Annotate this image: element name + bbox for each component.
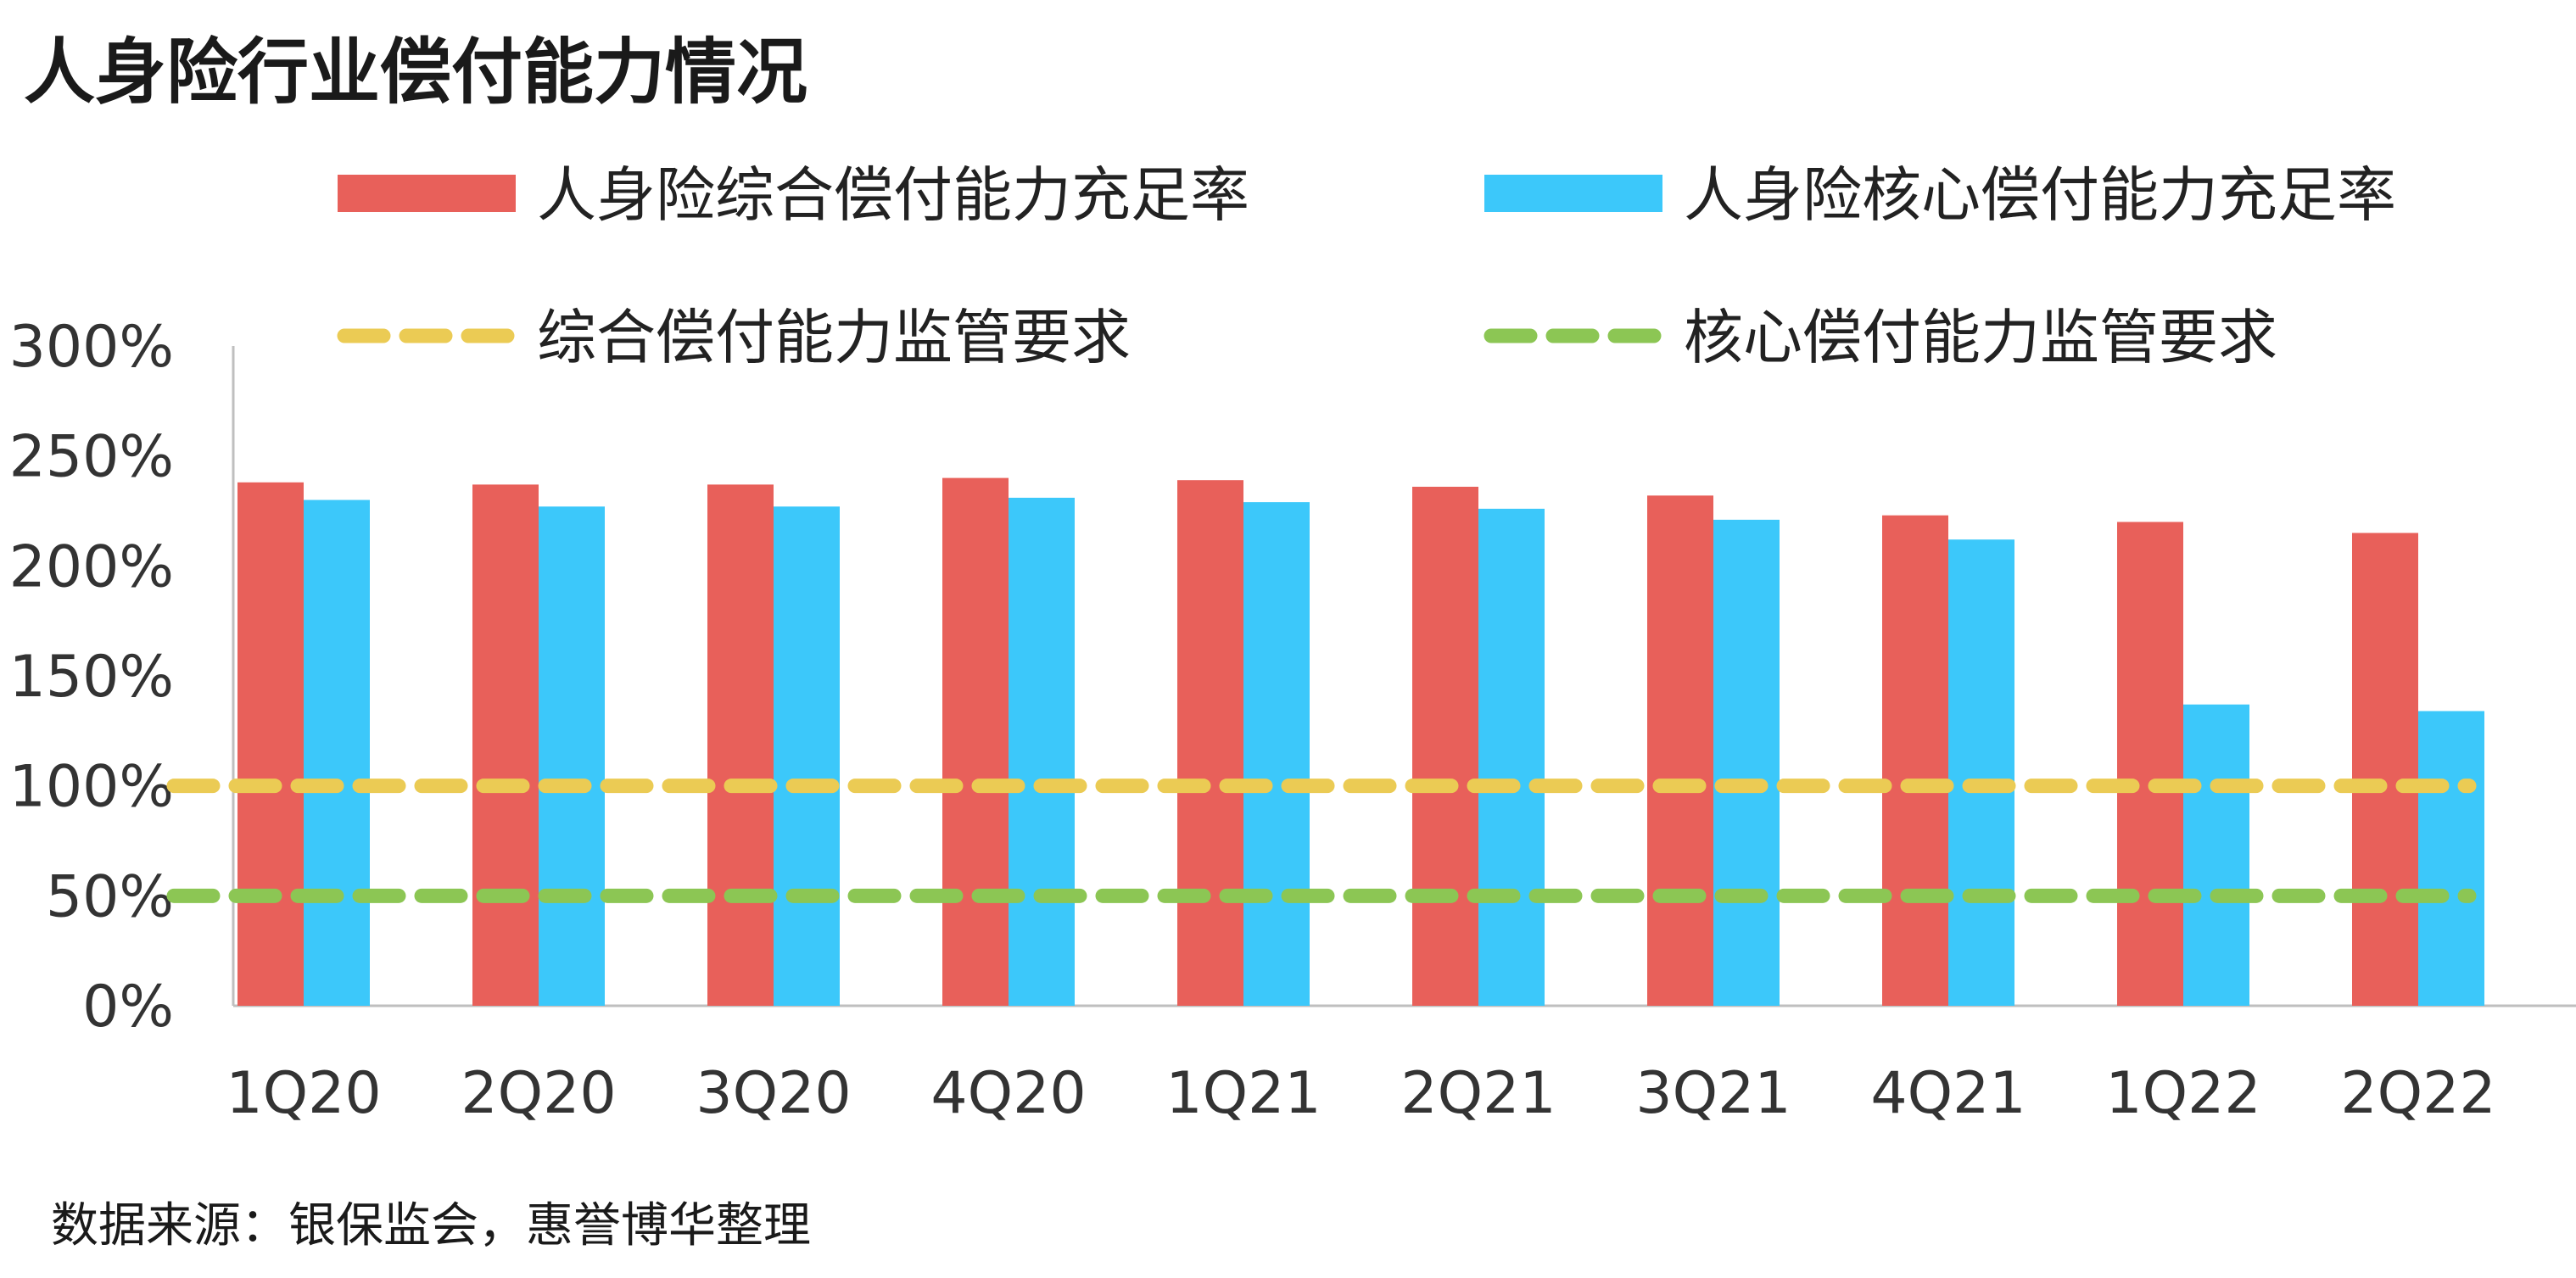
x-tick-label: 4Q21 xyxy=(1870,1060,2026,1127)
bar xyxy=(1948,539,2014,1006)
bar xyxy=(1177,480,1243,1006)
y-tick-label: 150% xyxy=(9,644,174,711)
bar xyxy=(2352,533,2418,1006)
y-tick-label: 250% xyxy=(9,424,174,491)
legend-label: 核心偿付能力监管要求 xyxy=(1684,303,2277,372)
bar xyxy=(1243,502,1310,1006)
legend-label: 综合偿付能力监管要求 xyxy=(537,303,1131,372)
y-axis: 0% 50% 100% 150% 200% 250% 300% xyxy=(9,314,235,1041)
bar xyxy=(2418,711,2484,1006)
bar xyxy=(237,482,304,1006)
legend-swatch xyxy=(338,175,516,212)
x-tick-label: 4Q20 xyxy=(930,1060,1086,1127)
bar xyxy=(1412,486,1478,1006)
bar xyxy=(1647,495,1713,1006)
bar xyxy=(1882,515,1948,1006)
bar xyxy=(472,484,539,1006)
y-tick-label: 100% xyxy=(9,754,174,821)
bar xyxy=(707,484,774,1006)
legend-label: 人身险综合偿付能力充足率 xyxy=(537,160,1249,230)
legend-swatch xyxy=(1484,175,1662,212)
bar xyxy=(774,506,840,1006)
x-tick-label: 2Q20 xyxy=(461,1060,616,1127)
x-axis: 1Q20 2Q20 3Q20 4Q20 1Q21 2Q21 3Q21 4Q21 1Q22 2Q22 xyxy=(226,1004,2576,1127)
x-tick-label: 1Q21 xyxy=(1165,1060,1321,1127)
bar xyxy=(1009,497,1075,1006)
bar xyxy=(304,499,370,1006)
reference-lines xyxy=(166,779,2477,903)
x-tick-label: 2Q22 xyxy=(2340,1060,2495,1127)
x-tick-label: 1Q22 xyxy=(2105,1060,2260,1127)
bar xyxy=(942,477,1009,1006)
bar xyxy=(2117,522,2183,1006)
bar xyxy=(1478,508,1545,1006)
x-tick-label: 1Q20 xyxy=(226,1060,381,1127)
bar xyxy=(539,506,605,1006)
y-tick-label: 0% xyxy=(82,974,174,1041)
y-tick-label: 200% xyxy=(9,533,174,600)
y-tick-label: 50% xyxy=(46,863,174,930)
chart-title: 人身险行业偿付能力情况 xyxy=(24,31,808,114)
x-tick-label: 3Q20 xyxy=(696,1060,851,1127)
bar-series xyxy=(237,477,2484,1006)
bar xyxy=(1713,519,1780,1006)
x-tick-label: 3Q21 xyxy=(1635,1060,1791,1127)
y-tick-label: 300% xyxy=(9,314,174,381)
source-note: 数据来源：银保监会，惠誉博华整理 xyxy=(51,1198,811,1253)
bar xyxy=(2183,704,2249,1006)
x-tick-label: 2Q21 xyxy=(1400,1060,1556,1127)
legend-label: 人身险核心偿付能力充足率 xyxy=(1684,160,2396,230)
